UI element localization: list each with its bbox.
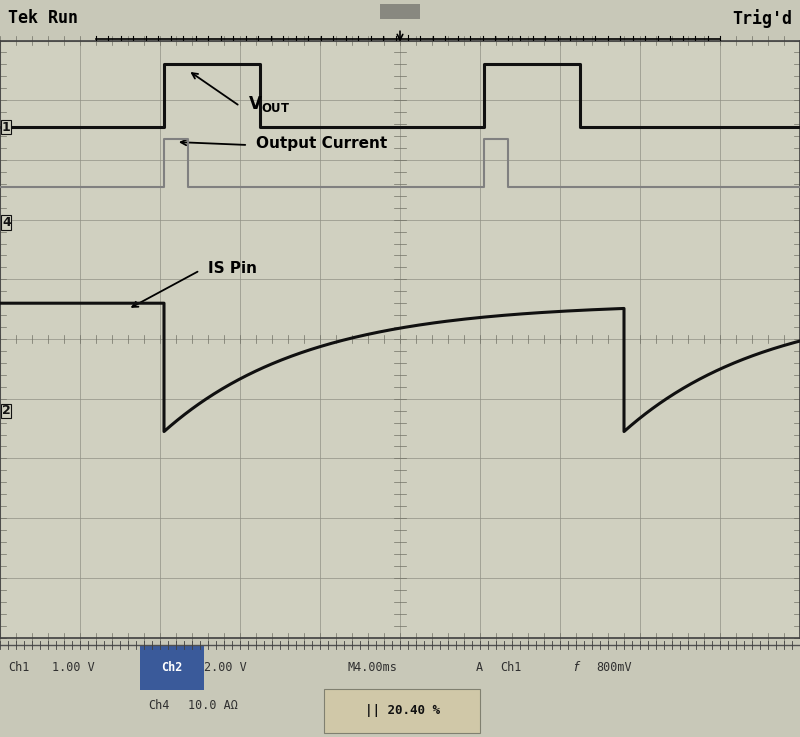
Text: Ch4: Ch4 <box>148 699 170 712</box>
Text: 4: 4 <box>2 216 10 229</box>
FancyBboxPatch shape <box>380 4 420 18</box>
FancyBboxPatch shape <box>324 689 480 733</box>
Text: 2.00 V: 2.00 V <box>204 661 246 674</box>
Text: $\mathbf{V}_{\mathbf{OUT}}$: $\mathbf{V}_{\mathbf{OUT}}$ <box>248 94 290 114</box>
Text: f: f <box>573 661 578 674</box>
Text: Ch1: Ch1 <box>8 661 30 674</box>
Text: Ch1: Ch1 <box>500 661 522 674</box>
Text: M4.00ms: M4.00ms <box>348 661 398 674</box>
Text: Output Current: Output Current <box>256 136 387 151</box>
Text: 1.00 V: 1.00 V <box>52 661 94 674</box>
Text: A: A <box>476 661 483 674</box>
FancyBboxPatch shape <box>140 646 204 691</box>
Text: Trig'd: Trig'd <box>732 9 792 28</box>
Text: 1: 1 <box>2 121 10 133</box>
Text: 10.0 AΩ: 10.0 AΩ <box>188 699 238 712</box>
Text: 2: 2 <box>2 404 10 417</box>
Text: IS Pin: IS Pin <box>208 262 257 276</box>
Text: Tek Run: Tek Run <box>8 10 78 27</box>
Text: 800mV: 800mV <box>596 661 632 674</box>
Text: Ch2: Ch2 <box>162 661 182 674</box>
Text: || 20.40 %: || 20.40 % <box>365 704 440 716</box>
